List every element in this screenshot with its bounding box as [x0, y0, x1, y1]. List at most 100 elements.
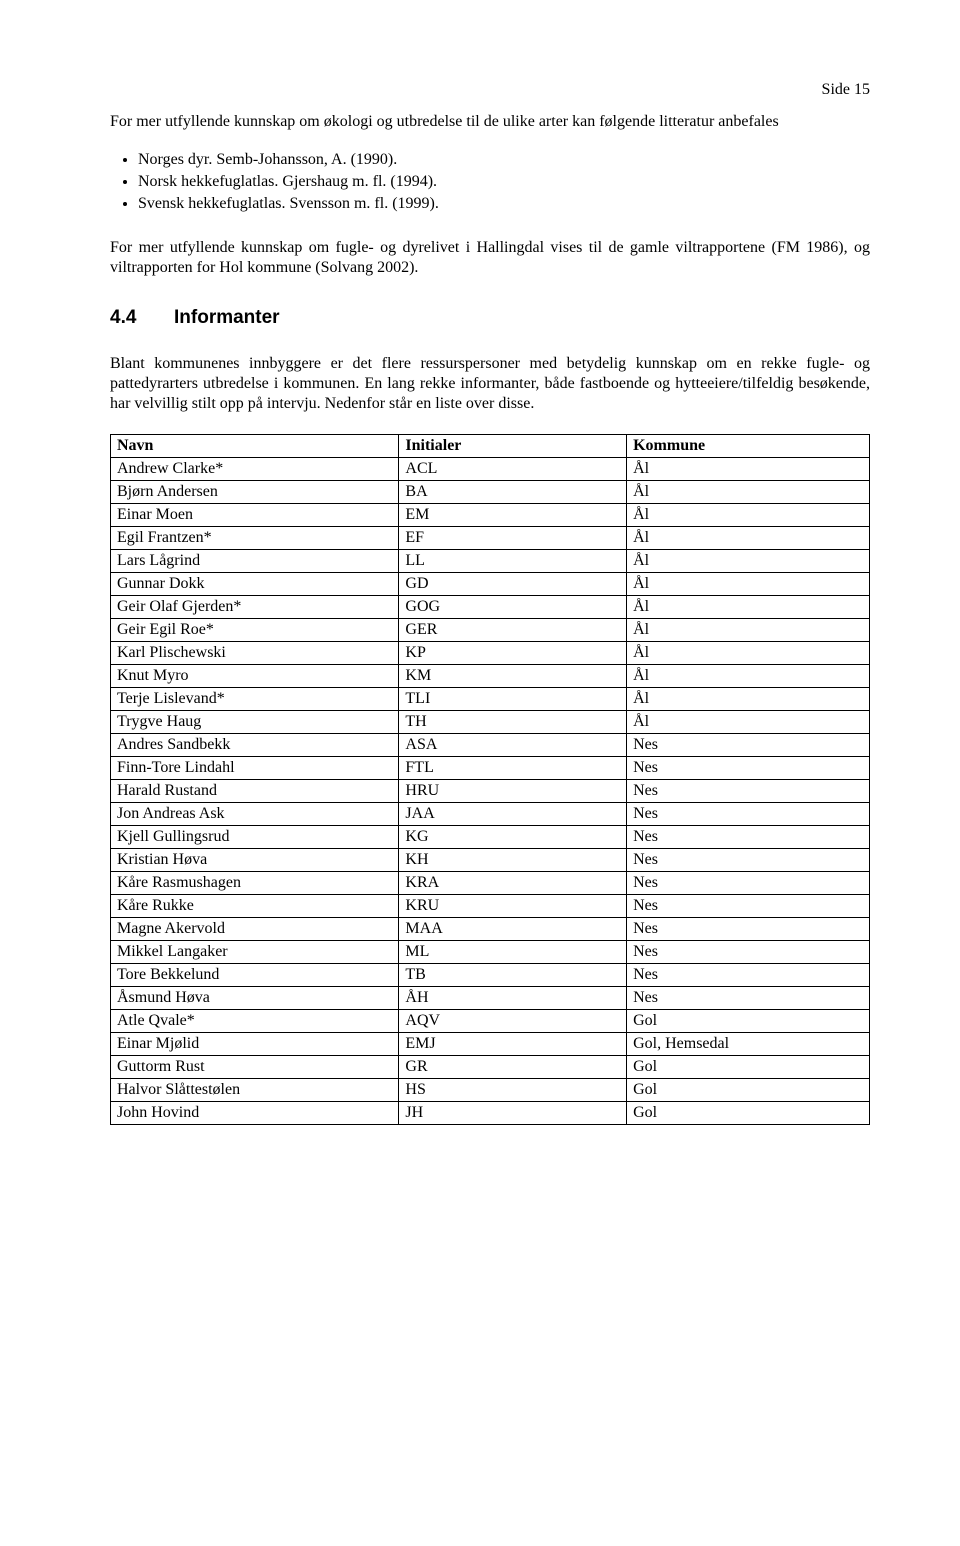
table-cell: Ål: [627, 710, 870, 733]
table-cell: ML: [399, 940, 627, 963]
list-item: Norsk hekkefuglatlas. Gjershaug m. fl. (…: [138, 172, 870, 192]
table-cell: Nes: [627, 940, 870, 963]
table-row: Finn-Tore LindahlFTLNes: [111, 756, 870, 779]
table-cell: GR: [399, 1055, 627, 1078]
col-header-navn: Navn: [111, 434, 399, 457]
table-cell: MAA: [399, 917, 627, 940]
table-cell: Kåre Rasmushagen: [111, 871, 399, 894]
intro-paragraph: For mer utfyllende kunnskap om økologi o…: [110, 112, 870, 132]
table-row: Lars LågrindLLÅl: [111, 549, 870, 572]
col-header-initialer: Initialer: [399, 434, 627, 457]
table-cell: Karl Plischewski: [111, 641, 399, 664]
paragraph-3: Blant kommunenes innbyggere er det flere…: [110, 354, 870, 414]
table-row: Halvor SlåttestølenHSGol: [111, 1078, 870, 1101]
table-cell: Ål: [627, 664, 870, 687]
table-row: Geir Olaf Gjerden*GOGÅl: [111, 595, 870, 618]
table-cell: LL: [399, 549, 627, 572]
table-cell: Gol: [627, 1101, 870, 1124]
table-cell: HRU: [399, 779, 627, 802]
table-cell: Ål: [627, 641, 870, 664]
table-cell: Kjell Gullingsrud: [111, 825, 399, 848]
table-cell: Finn-Tore Lindahl: [111, 756, 399, 779]
table-cell: TB: [399, 963, 627, 986]
table-row: Kristian HøvaKHNes: [111, 848, 870, 871]
table-cell: KH: [399, 848, 627, 871]
table-row: Bjørn AndersenBAÅl: [111, 480, 870, 503]
table-row: Atle Qvale*AQVGol: [111, 1009, 870, 1032]
table-cell: Ål: [627, 595, 870, 618]
table-cell: Gunnar Dokk: [111, 572, 399, 595]
table-cell: Magne Akervold: [111, 917, 399, 940]
table-cell: JAA: [399, 802, 627, 825]
table-cell: Knut Myro: [111, 664, 399, 687]
col-header-kommune: Kommune: [627, 434, 870, 457]
table-cell: Einar Mjølid: [111, 1032, 399, 1055]
section-title: Informanter: [174, 307, 280, 328]
table-row: Gunnar DokkGDÅl: [111, 572, 870, 595]
table-cell: Kristian Høva: [111, 848, 399, 871]
table-cell: Gol, Hemsedal: [627, 1032, 870, 1055]
table-row: Einar MoenEMÅl: [111, 503, 870, 526]
table-cell: Ål: [627, 526, 870, 549]
table-header-row: Navn Initialer Kommune: [111, 434, 870, 457]
table-cell: Nes: [627, 825, 870, 848]
table-cell: Åsmund Høva: [111, 986, 399, 1009]
table-cell: Trygve Haug: [111, 710, 399, 733]
table-cell: HS: [399, 1078, 627, 1101]
table-cell: Gol: [627, 1055, 870, 1078]
table-cell: Gol: [627, 1078, 870, 1101]
table-cell: Nes: [627, 917, 870, 940]
table-cell: Lars Lågrind: [111, 549, 399, 572]
table-cell: Gol: [627, 1009, 870, 1032]
table-cell: FTL: [399, 756, 627, 779]
table-cell: TH: [399, 710, 627, 733]
table-row: Magne AkervoldMAANes: [111, 917, 870, 940]
table-row: Kjell GullingsrudKGNes: [111, 825, 870, 848]
table-cell: KP: [399, 641, 627, 664]
table-cell: BA: [399, 480, 627, 503]
table-cell: Nes: [627, 848, 870, 871]
table-row: Einar MjølidEMJGol, Hemsedal: [111, 1032, 870, 1055]
table-cell: ASA: [399, 733, 627, 756]
table-cell: Harald Rustand: [111, 779, 399, 802]
table-cell: Egil Frantzen*: [111, 526, 399, 549]
table-cell: AQV: [399, 1009, 627, 1032]
table-row: Åsmund HøvaÅHNes: [111, 986, 870, 1009]
table-cell: KRU: [399, 894, 627, 917]
table-cell: Nes: [627, 894, 870, 917]
table-cell: Nes: [627, 733, 870, 756]
table-cell: EMJ: [399, 1032, 627, 1055]
table-cell: GER: [399, 618, 627, 641]
table-cell: JH: [399, 1101, 627, 1124]
table-row: Karl PlischewskiKPÅl: [111, 641, 870, 664]
table-row: Kåre RasmushagenKRANes: [111, 871, 870, 894]
table-cell: ÅH: [399, 986, 627, 1009]
table-cell: Ål: [627, 618, 870, 641]
table-cell: Atle Qvale*: [111, 1009, 399, 1032]
section-number: 4.4: [110, 306, 174, 330]
table-cell: KRA: [399, 871, 627, 894]
table-cell: Nes: [627, 779, 870, 802]
table-row: Tore BekkelundTBNes: [111, 963, 870, 986]
table-cell: Mikkel Langaker: [111, 940, 399, 963]
table-row: John HovindJHGol: [111, 1101, 870, 1124]
table-cell: Ål: [627, 687, 870, 710]
table-cell: EF: [399, 526, 627, 549]
table-cell: Jon Andreas Ask: [111, 802, 399, 825]
table-cell: Andrew Clarke*: [111, 457, 399, 480]
table-cell: Nes: [627, 756, 870, 779]
table-row: Trygve HaugTHÅl: [111, 710, 870, 733]
table-cell: Nes: [627, 802, 870, 825]
section-heading: 4.4Informanter: [110, 306, 870, 330]
table-row: Kåre RukkeKRUNes: [111, 894, 870, 917]
table-cell: KM: [399, 664, 627, 687]
table-row: Egil Frantzen*EFÅl: [111, 526, 870, 549]
table-cell: Halvor Slåttestølen: [111, 1078, 399, 1101]
paragraph-2: For mer utfyllende kunnskap om fugle- og…: [110, 238, 870, 278]
table-row: Knut MyroKMÅl: [111, 664, 870, 687]
list-item: Svensk hekkefuglatlas. Svensson m. fl. (…: [138, 194, 870, 214]
table-cell: EM: [399, 503, 627, 526]
table-cell: Nes: [627, 871, 870, 894]
literature-list: Norges dyr. Semb-Johansson, A. (1990). N…: [110, 150, 870, 214]
table-cell: TLI: [399, 687, 627, 710]
